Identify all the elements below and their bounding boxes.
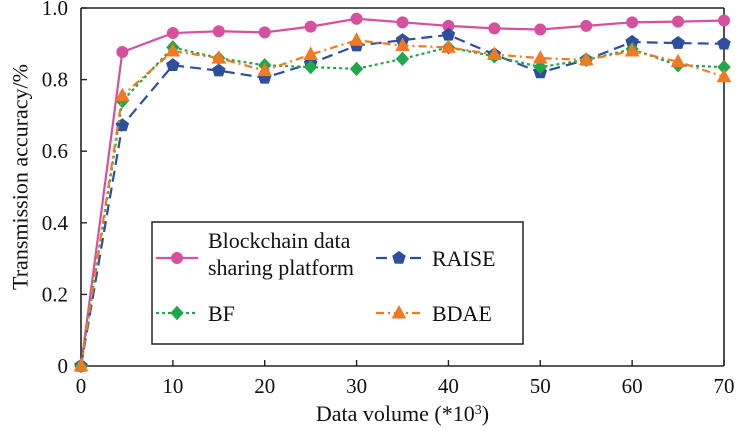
- series-layer: [73, 12, 732, 374]
- legend-entry: BF: [156, 301, 235, 326]
- x-tick-label: 0: [76, 374, 87, 398]
- legend-label: BF: [208, 301, 235, 326]
- legend-box: [151, 221, 524, 345]
- data-point: [672, 15, 685, 28]
- data-point: [578, 51, 594, 66]
- series-3: [73, 32, 732, 372]
- legend-label: sharing platform: [208, 255, 354, 280]
- y-axis-title: Transmission accuracy/%: [8, 64, 33, 290]
- data-point: [303, 46, 318, 61]
- data-point: [258, 26, 271, 39]
- y-tick-label: 0.2: [42, 282, 68, 306]
- y-ticks: 0 0.2 0.4 0.6 0.8 1.0: [42, 0, 87, 378]
- data-point: [349, 61, 364, 77]
- data-point: [211, 50, 227, 64]
- y-tick-label: 0.8: [42, 68, 68, 92]
- x-axis-title: Data volume (*103): [316, 401, 489, 426]
- data-point: [257, 62, 273, 77]
- data-point: [716, 68, 732, 83]
- legend-label: RAISE: [432, 246, 496, 271]
- x-axis-title-superscript: 3: [475, 403, 482, 418]
- x-tick-label: 10: [162, 374, 183, 398]
- x-tick-label: 50: [530, 374, 551, 398]
- series-line: [79, 33, 725, 367]
- data-point: [396, 16, 409, 29]
- data-point: [534, 23, 547, 36]
- data-point: [532, 50, 548, 64]
- series-0: [75, 12, 730, 372]
- y-tick-label: 0.4: [42, 211, 69, 235]
- data-point: [395, 37, 410, 52]
- x-tick-label: 70: [714, 374, 735, 398]
- data-point: [487, 46, 502, 61]
- x-tick-label: 40: [438, 374, 459, 398]
- legend-marker: [391, 304, 407, 319]
- x-tick-label: 30: [346, 374, 367, 398]
- y-tick-label: 0.6: [42, 139, 68, 163]
- legend-marker: [171, 252, 183, 264]
- legend-marker: [392, 250, 406, 264]
- x-axis-title-close: ): [482, 401, 489, 426]
- data-point: [212, 63, 226, 77]
- data-point: [73, 357, 89, 372]
- data-point: [533, 59, 547, 75]
- legend-entry: RAISE: [376, 246, 496, 271]
- data-point: [166, 27, 179, 40]
- y-tick-label: 0: [58, 354, 69, 378]
- legend-label: Blockchain data: [208, 228, 351, 253]
- data-point: [671, 35, 685, 49]
- legend-marker: [170, 305, 184, 321]
- data-point: [114, 87, 130, 102]
- data-point: [626, 16, 639, 29]
- data-point: [116, 46, 129, 59]
- data-point: [350, 12, 363, 25]
- legend-entry: BDAE: [376, 301, 492, 326]
- series-line: [79, 46, 725, 367]
- data-point: [488, 22, 501, 35]
- data-point: [166, 58, 180, 72]
- data-point: [624, 42, 640, 57]
- data-point: [718, 14, 730, 27]
- data-point: [349, 32, 364, 46]
- y-tick-label: 1.0: [42, 0, 68, 20]
- data-point: [670, 53, 686, 68]
- data-point: [303, 59, 318, 75]
- data-point: [304, 20, 317, 33]
- data-point: [441, 39, 456, 53]
- data-point: [165, 42, 181, 57]
- data-point: [395, 51, 410, 67]
- legend-label: BDAE: [432, 301, 492, 326]
- data-point: [580, 19, 593, 32]
- x-tick-label: 60: [622, 374, 643, 398]
- x-ticks: 0 10 20 30 40 50 60 70: [76, 360, 735, 398]
- data-point: [717, 36, 731, 50]
- series-2: [74, 40, 731, 374]
- x-tick-label: 20: [254, 374, 275, 398]
- data-point: [212, 25, 225, 38]
- x-axis-title-base: Data volume (*10: [316, 401, 475, 426]
